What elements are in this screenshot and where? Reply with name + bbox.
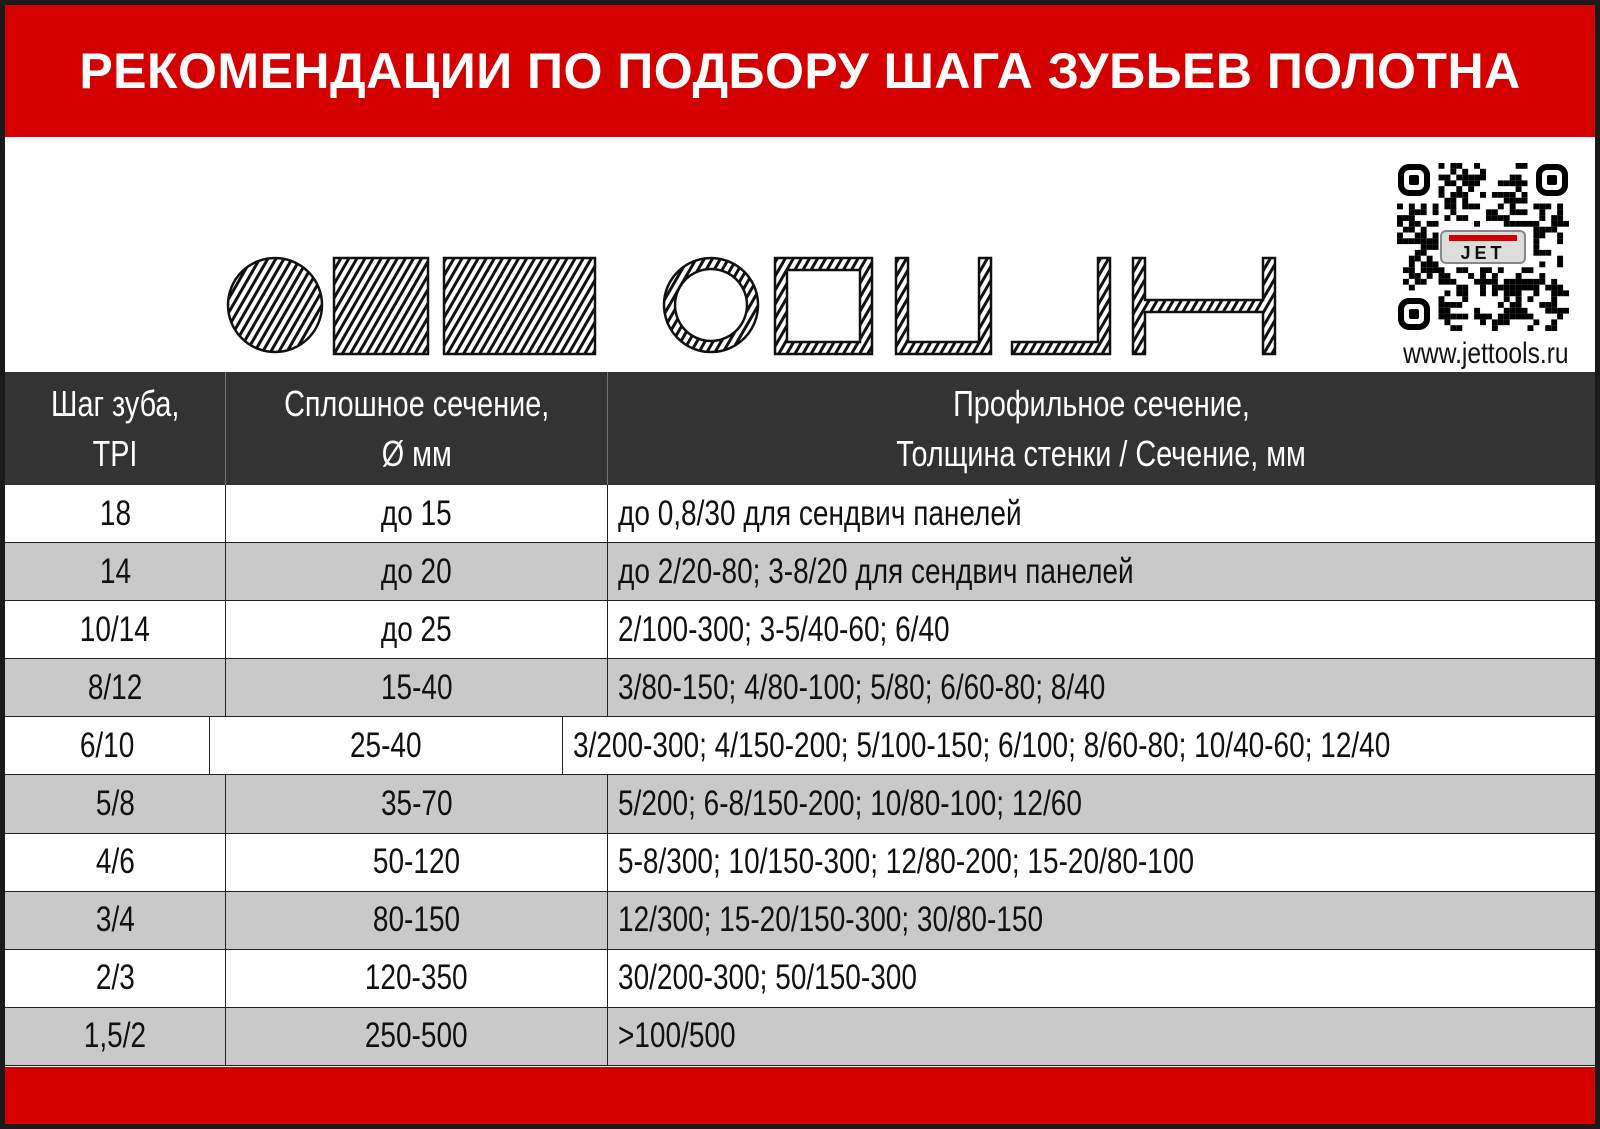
tpi-cell: 8/12 — [5, 659, 226, 717]
angle-icon — [1010, 256, 1112, 356]
table-row: 14 до 20 до 2/20-80; 3-8/20 для сендвич па… — [5, 543, 1595, 602]
cross-section-illustrations — [226, 256, 1277, 356]
round-tube-icon — [662, 256, 760, 354]
tpi-cell: 10/14 — [5, 601, 226, 659]
tpi-cell: 4/6 — [5, 833, 226, 891]
tpi-cell: 2/3 — [5, 949, 226, 1007]
table-row: 5/8 35-70 5/200; 6-8/150-200; 10/80-100; 1… — [5, 775, 1595, 834]
h-beam-icon — [1131, 256, 1277, 356]
header-solid: Сплошное сечение, Ø мм — [226, 372, 608, 485]
profile-section-cell: 5/200; 6-8/150-200; 10/80-100; 12/60 — [618, 784, 1082, 824]
tpi-cell: 5/8 — [5, 775, 226, 833]
tpi-cell: 1,5/2 — [5, 1007, 226, 1065]
solid-section-cell: до 25 — [226, 601, 608, 659]
tpi-cell: 6/10 — [5, 717, 210, 775]
jet-logo: JET — [1440, 230, 1526, 264]
page-title: РЕКОМЕНДАЦИИ ПО ПОДБОРУ ШАГА ЗУБЬЕВ ПОЛО… — [79, 43, 1521, 99]
profile-section-cell: 3/80-150; 4/80-100; 5/80; 6/60-80; 8/40 — [618, 667, 1106, 707]
table-row: 1,5/2 250-500 >100/500 — [5, 1007, 1595, 1066]
profile-section-cell: 3/200-300; 4/150-200; 5/100-150; 6/100; … — [573, 725, 1391, 765]
profile-section-cell: до 0,8/30 для сендвич панелей — [618, 493, 1022, 533]
solid-square-icon — [332, 256, 430, 356]
header-profile: Профильное сечение, Толщина стенки / Сече… — [896, 382, 1307, 474]
solid-section-cell: 250-500 — [226, 1007, 608, 1065]
table-row: 18 до 15 до 0,8/30 для сендвич панелей — [5, 485, 1595, 544]
u-channel-icon — [894, 256, 993, 356]
solid-rectangle-icon — [442, 256, 597, 356]
tpi-cell: 14 — [5, 543, 226, 601]
solid-section-cell: 120-350 — [226, 949, 608, 1007]
table-row: 3/4 80-150 12/300; 15-20/150-300; 30/80-15… — [5, 891, 1595, 950]
table-row: 6/10 25-40 3/200-300; 4/150-200; 5/100-150… — [5, 717, 1595, 776]
solid-section-cell: 25-40 — [210, 717, 564, 775]
solid-section-cell: 50-120 — [226, 833, 608, 891]
footer-banner — [5, 1067, 1595, 1124]
poster: РЕКОМЕНДАЦИИ ПО ПОДБОРУ ШАГА ЗУБЬЕВ ПОЛО… — [5, 5, 1595, 1124]
solid-round-icon — [226, 256, 324, 354]
table-row: 4/6 50-120 5-8/300; 10/150-300; 12/80-200;… — [5, 833, 1595, 892]
qr-code[interactable]: JET — [1397, 163, 1569, 331]
profile-section-cell: >100/500 — [618, 1016, 736, 1056]
table-row: 8/12 15-40 3/80-150; 4/80-100; 5/80; 6/60-… — [5, 659, 1595, 718]
title-banner: РЕКОМЕНДАЦИИ ПО ПОДБОРУ ШАГА ЗУБЬЕВ ПОЛО… — [5, 5, 1595, 137]
profile-section-cell: 30/200-300; 50/150-300 — [618, 958, 917, 998]
profile-section-cell: 12/300; 15-20/150-300; 30/80-150 — [618, 900, 1044, 940]
website-url[interactable]: www.jettools.ru — [1403, 337, 1569, 370]
square-tube-icon — [773, 256, 874, 356]
table-row: 2/3 120-350 30/200-300; 50/150-300 — [5, 949, 1595, 1008]
header-tpi: Шаг зуба, TPI — [5, 372, 226, 485]
svg-text:JET: JET — [1460, 243, 1505, 263]
tpi-cell: 18 — [5, 485, 226, 543]
table-row: 10/14 до 25 2/100-300; 3-5/40-60; 6/40 — [5, 601, 1595, 660]
solid-section-cell: до 15 — [226, 485, 608, 543]
solid-section-cell: 80-150 — [226, 891, 608, 949]
solid-section-cell: 15-40 — [226, 659, 608, 717]
tpi-cell: 3/4 — [5, 891, 226, 949]
tpi-recommendation-table: Шаг зуба, TPI Сплошное сечение, Ø мм Профи… — [5, 372, 1595, 1066]
solid-section-cell: 35-70 — [226, 775, 608, 833]
profile-section-cell: 5-8/300; 10/150-300; 12/80-200; 15-20/80… — [618, 842, 1195, 882]
profile-section-cell: 2/100-300; 3-5/40-60; 6/40 — [618, 609, 950, 649]
table-header: Шаг зуба, TPI Сплошное сечение, Ø мм Профи… — [5, 372, 1595, 485]
solid-section-cell: до 20 — [226, 543, 608, 601]
profile-section-cell: до 2/20-80; 3-8/20 для сендвич панелей — [618, 551, 1134, 591]
